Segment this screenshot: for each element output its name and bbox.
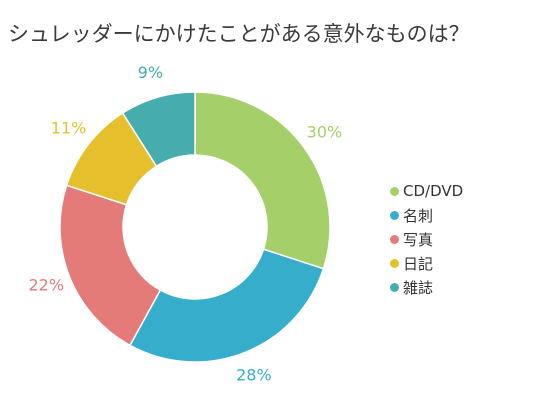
legend-marker [390, 210, 399, 220]
legend-marker [390, 186, 399, 196]
legend: CD/DVD 名刺写真日記雑誌 [390, 179, 463, 299]
value-label-4: 11% [51, 118, 87, 137]
legend-marker [390, 234, 399, 244]
legend-item-3[interactable]: 写真 [390, 227, 463, 251]
slice-3 [59, 184, 162, 347]
legend-label: 名刺 [403, 206, 434, 225]
legend-marker [390, 258, 399, 268]
legend-item-1[interactable]: CD/DVD [390, 179, 463, 203]
value-label-3: 22% [28, 275, 64, 294]
value-label-1: 30% [307, 122, 343, 141]
slice-2 [128, 248, 325, 363]
value-label-2: 28% [236, 365, 272, 384]
legend-label: 写真 [403, 230, 434, 249]
legend-item-5[interactable]: 雑誌 [390, 275, 463, 299]
legend-label: 雑誌 [403, 278, 434, 297]
legend-label: CD/DVD [403, 182, 464, 200]
slice-1 [194, 91, 331, 270]
chart-title: シュレッダーにかけたことがある意外なものは？ [8, 22, 470, 46]
legend-label: 日記 [403, 254, 434, 273]
legend-marker [390, 282, 399, 292]
value-label-5: 9% [138, 63, 163, 82]
legend-item-4[interactable]: 日記 [390, 251, 463, 275]
legend-item-2[interactable]: 名刺 [390, 203, 463, 227]
slice-5 [121, 91, 196, 168]
